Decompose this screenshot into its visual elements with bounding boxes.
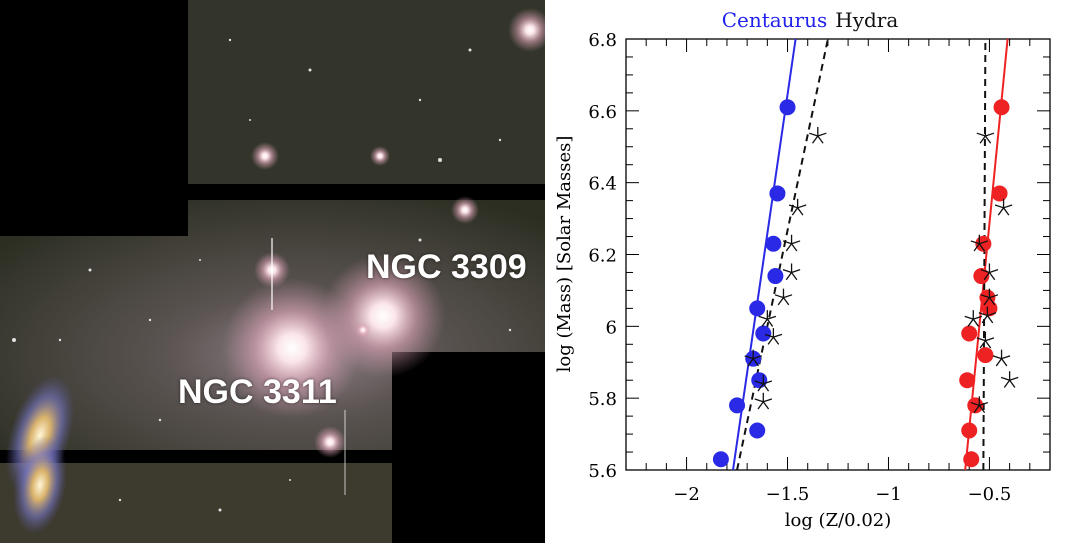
data-point-circle xyxy=(963,451,980,468)
data-point-star xyxy=(754,392,773,410)
data-point-star xyxy=(809,126,827,144)
data-point-circle xyxy=(712,451,729,468)
data-point-star xyxy=(992,349,1011,367)
axis-tick-labels: −2 −1.5 −1 −0.5 5.6 5.8 6 6.2 6.4 6.6 6.8 xyxy=(588,30,1011,505)
data-point-circle xyxy=(991,185,1008,202)
data-point-star xyxy=(978,306,997,324)
data-markers xyxy=(712,99,1019,468)
x-tick-label: −1 xyxy=(875,484,902,505)
data-point-circle xyxy=(755,325,772,342)
data-point-star xyxy=(964,310,983,327)
data-point-star xyxy=(788,198,807,216)
data-point-circle xyxy=(767,268,784,285)
mass-metallicity-chart: Centaurus Hydra −2 −1.5 −1 −0.5 5.6 5.8 6 6.2 6.4… xyxy=(554,8,1051,531)
y-axis-label: log (Mass) [Solar Masses] xyxy=(554,136,575,373)
data-point-star xyxy=(1000,371,1019,388)
data-point-circle xyxy=(961,325,978,342)
data-point-circle xyxy=(973,268,990,285)
x-tick-label: −2 xyxy=(673,484,700,505)
data-point-star xyxy=(782,263,801,281)
data-point-circle xyxy=(779,99,796,116)
fit-line xyxy=(982,38,987,471)
data-point-circle xyxy=(993,99,1010,116)
data-point-circle xyxy=(977,347,994,364)
data-point-circle xyxy=(749,300,766,317)
data-point-circle xyxy=(961,422,978,439)
chart-title: Centaurus Hydra xyxy=(722,8,899,32)
galaxy-label-ngc3309: NGC 3309 xyxy=(366,248,527,286)
data-point-star xyxy=(970,234,989,252)
galaxy-label-ngc3311: NGC 3311 xyxy=(178,373,337,411)
data-point-star xyxy=(782,234,801,252)
y-tick-label: 6.8 xyxy=(588,30,617,51)
galaxy-mosaic-image xyxy=(0,0,545,543)
data-point-star xyxy=(980,263,999,281)
x-axis-label: log (Z/0.02) xyxy=(785,510,892,531)
data-point-star xyxy=(970,396,989,414)
data-point-circle xyxy=(981,300,998,317)
data-point-star xyxy=(754,374,773,392)
data-point-star xyxy=(976,126,995,144)
y-tick-label: 5.6 xyxy=(588,461,617,482)
x-tick-label: −1.5 xyxy=(766,484,810,505)
data-point-star xyxy=(994,198,1013,216)
data-point-star xyxy=(980,288,999,306)
data-point-circle xyxy=(749,422,766,439)
y-tick-label: 6.2 xyxy=(588,246,617,267)
galaxy-image-panel: NGC 3309 NGC 3311 xyxy=(0,0,545,543)
data-point-circle xyxy=(765,235,782,252)
data-point-circle xyxy=(769,185,786,202)
x-tick-label: −0.5 xyxy=(968,484,1012,505)
data-point-circle xyxy=(729,397,746,414)
data-point-star xyxy=(774,288,793,306)
data-point-star xyxy=(976,331,995,349)
chart-panel: Centaurus Hydra −2 −1.5 −1 −0.5 5.6 5.8 6 6.2 6.4… xyxy=(545,0,1086,543)
y-tick-label: 6 xyxy=(606,317,617,338)
fit-lines xyxy=(732,38,1009,471)
data-point-star xyxy=(744,349,762,367)
y-tick-label: 6.4 xyxy=(588,174,617,195)
y-tick-label: 5.8 xyxy=(588,389,617,410)
y-tick-label: 6.6 xyxy=(588,102,617,123)
chart-title-centaurus: Centaurus xyxy=(722,8,828,32)
data-point-star xyxy=(758,310,777,327)
data-point-circle xyxy=(959,372,976,389)
axis-ticks xyxy=(625,38,1051,471)
fit-line xyxy=(736,38,829,471)
data-point-star xyxy=(764,328,783,345)
chart-title-hydra: Hydra xyxy=(835,8,898,32)
